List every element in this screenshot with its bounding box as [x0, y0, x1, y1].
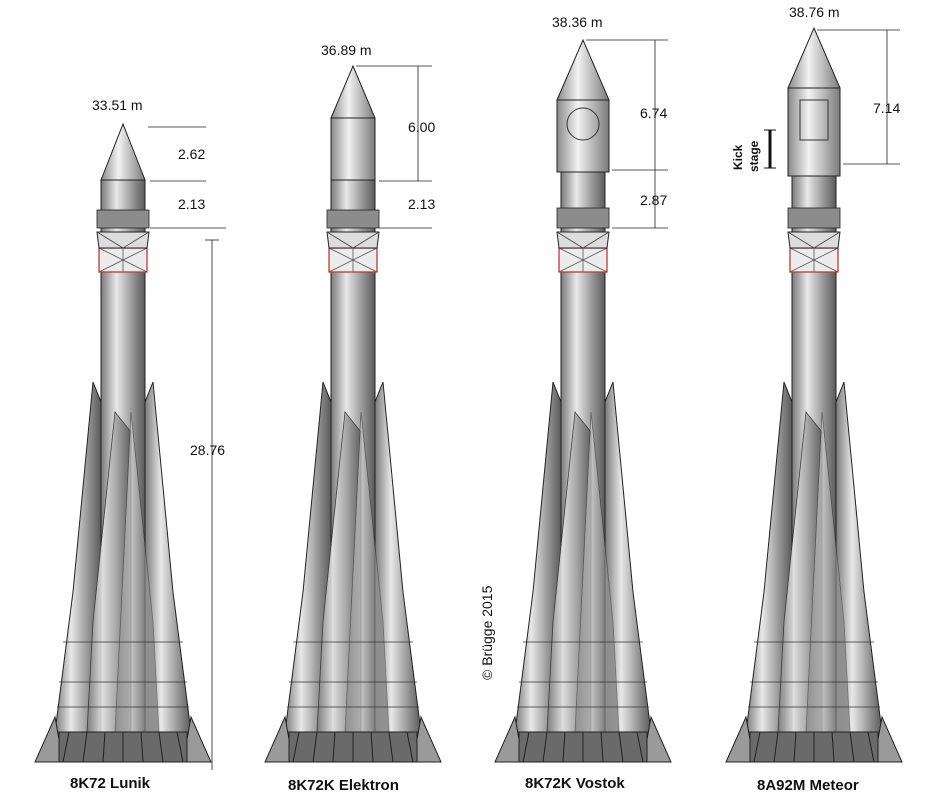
- kick-label-line1: Kick: [731, 144, 745, 170]
- lunik-total-height: 33.51 m: [92, 97, 143, 113]
- kick-stage-label: Kick stage: [731, 140, 761, 172]
- lunik-dim-core: 28.76: [190, 442, 225, 458]
- lunik-name: 8K72 Lunik: [70, 775, 151, 792]
- vostok-total-height: 38.36 m: [552, 14, 603, 30]
- rocket-8k72k-elektron: [265, 66, 441, 762]
- lunik-dim-upper: 2.13: [178, 196, 205, 212]
- meteor-name: 8A92M Meteor: [757, 777, 859, 794]
- vostok-dim-upper: 2.87: [640, 192, 667, 208]
- copyright-text: © Brügge 2015: [479, 585, 495, 680]
- rocket-8a92m-meteor: [726, 28, 902, 762]
- elektron-dim-upper: 2.13: [408, 196, 435, 212]
- vostok-name: 8K72K Vostok: [525, 775, 625, 792]
- vostok-dim-payload: 6.74: [640, 105, 667, 121]
- rocket-8k72k-vostok: [495, 40, 671, 762]
- lunik-dim-payload: 2.62: [178, 146, 205, 162]
- elektron-dim-payload: 6.00: [408, 119, 435, 135]
- elektron-name: 8K72K Elektron: [288, 777, 399, 794]
- meteor-total-height: 38.76 m: [789, 4, 840, 20]
- elektron-total-height: 36.89 m: [321, 42, 372, 58]
- meteor-dim-payload: 7.14: [873, 100, 900, 116]
- kick-label-line2: stage: [747, 140, 761, 172]
